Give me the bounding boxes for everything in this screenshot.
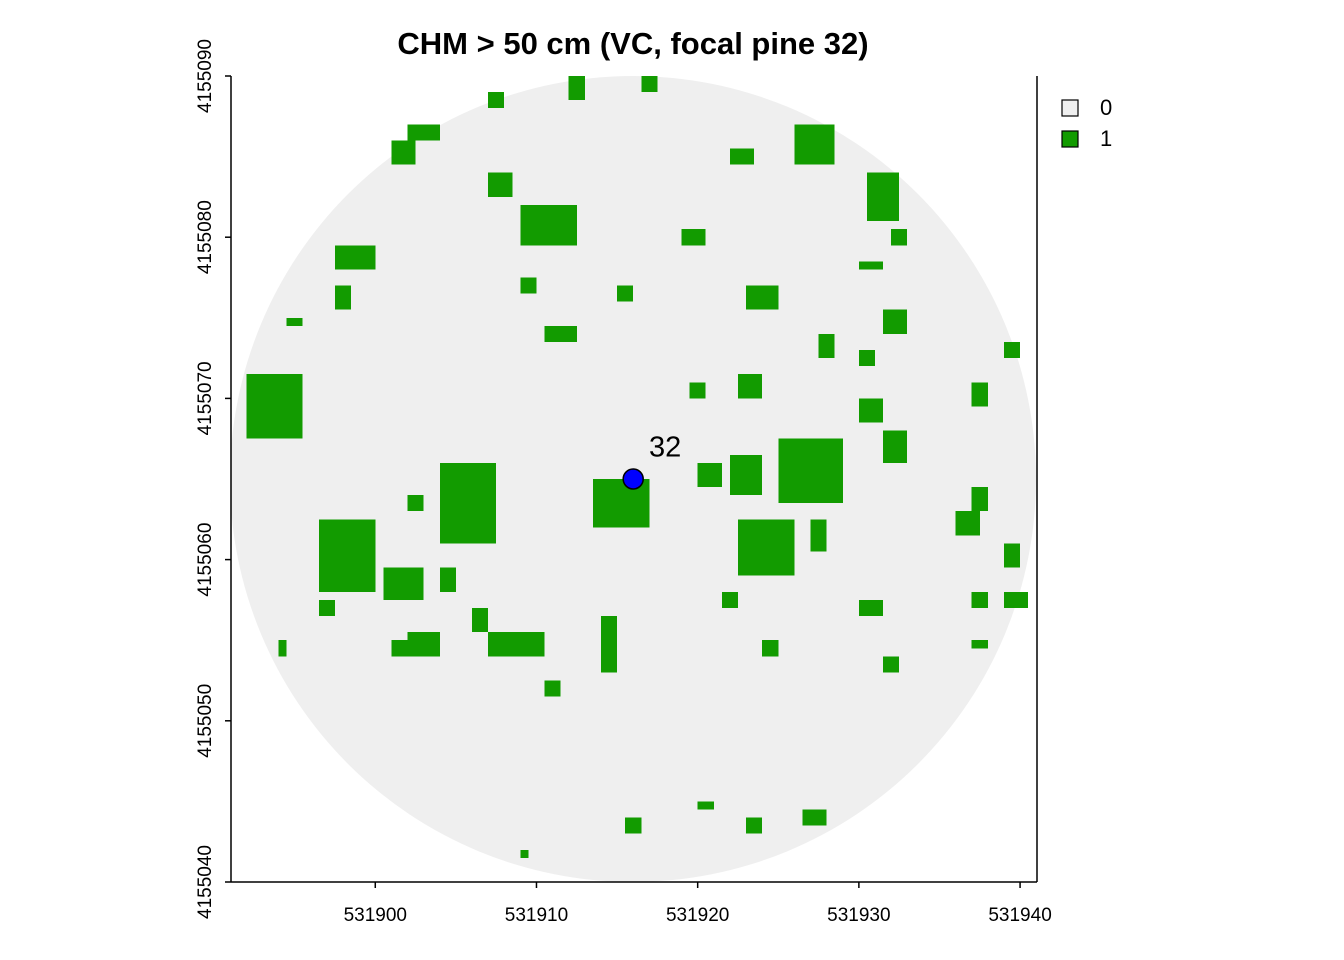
- y-tick-label: 4155050: [195, 684, 216, 758]
- y-tick-label: 4155070: [195, 361, 216, 435]
- raster-cell: [778, 438, 843, 504]
- raster-cell: [802, 809, 827, 826]
- raster-cell: [971, 487, 988, 512]
- raster-cell: [689, 382, 706, 399]
- raster-cell: [488, 632, 545, 657]
- raster-cell: [883, 309, 908, 334]
- raster-cell: [697, 462, 722, 488]
- raster-cell: [858, 350, 875, 367]
- raster-cell: [697, 801, 714, 810]
- raster-cell: [971, 591, 988, 608]
- y-tick-label: 4155090: [195, 39, 216, 113]
- raster-cell: [600, 616, 618, 657]
- raster-cell: [391, 140, 416, 165]
- raster-cell: [544, 680, 561, 697]
- raster-cell: [866, 172, 900, 222]
- raster-cell: [471, 607, 489, 633]
- x-tick-label: 531900: [344, 905, 407, 926]
- raster-cell: [383, 567, 424, 600]
- raster-cell: [858, 261, 884, 270]
- raster-cell: [729, 454, 763, 496]
- raster-cell: [600, 656, 618, 673]
- raster-cell: [955, 511, 980, 536]
- y-tick-label: 4155080: [195, 200, 216, 274]
- raster-cell: [729, 148, 755, 165]
- raster-cell: [1003, 543, 1021, 568]
- raster-cell: [641, 76, 658, 93]
- raster-cell: [318, 599, 335, 617]
- raster-cell: [488, 92, 505, 109]
- raster-cell: [407, 495, 424, 512]
- raster-cell: [246, 374, 303, 439]
- x-tick-label: 531910: [505, 905, 568, 926]
- raster-cell: [544, 325, 577, 342]
- raster-cell: [858, 398, 884, 423]
- raster-cell: [818, 333, 835, 359]
- raster-cell: [858, 599, 884, 617]
- x-tick-label: 531930: [827, 905, 890, 926]
- raster-cell: [681, 229, 706, 246]
- raster-cell: [625, 817, 642, 834]
- focal-point: [622, 468, 644, 490]
- legend-label: 1: [1100, 126, 1112, 151]
- raster-cell: [391, 640, 408, 657]
- raster-cell: [407, 124, 440, 141]
- raster: [246, 76, 1029, 858]
- legend-label: 0: [1100, 95, 1112, 120]
- raster-cell: [737, 519, 795, 576]
- raster-cell: [883, 430, 908, 463]
- raster-cell: [883, 656, 900, 673]
- x-tick-label: 531940: [988, 905, 1051, 926]
- raster-cell: [439, 462, 497, 544]
- raster-cell: [737, 374, 763, 399]
- raster-cell: [488, 172, 513, 197]
- raster-cell: [971, 640, 988, 649]
- legend-swatch: [1061, 130, 1079, 148]
- raster-cell: [746, 285, 779, 310]
- raster-cell: [520, 849, 529, 858]
- raster-cell: [794, 124, 835, 165]
- raster-cell: [568, 76, 585, 101]
- raster-cell: [762, 640, 779, 657]
- x-tick-label: 531920: [666, 905, 729, 926]
- raster-cell: [746, 817, 763, 834]
- raster-cell: [617, 285, 634, 302]
- raster-cell: [520, 277, 537, 294]
- raster-cell: [971, 382, 988, 407]
- raster-cell: [318, 519, 376, 592]
- legend-swatch: [1061, 99, 1079, 117]
- chart-title: CHM > 50 cm (VC, focal pine 32): [397, 26, 868, 61]
- y-tick-label: 4155060: [195, 523, 216, 597]
- raster-cell: [1003, 341, 1021, 359]
- raster-cell: [334, 285, 352, 310]
- raster-cell: [721, 591, 738, 608]
- raster-cell: [439, 567, 456, 592]
- raster-cell: [810, 519, 827, 552]
- raster-cell: [1003, 591, 1029, 608]
- y-tick-label: 4155040: [195, 845, 216, 919]
- point-label: 32: [649, 432, 681, 464]
- raster-cell: [407, 632, 440, 657]
- raster-cell: [520, 204, 577, 246]
- raster-cell: [278, 640, 287, 657]
- raster-cell: [334, 245, 376, 270]
- raster-cell: [891, 229, 908, 246]
- raster-cell: [286, 317, 303, 326]
